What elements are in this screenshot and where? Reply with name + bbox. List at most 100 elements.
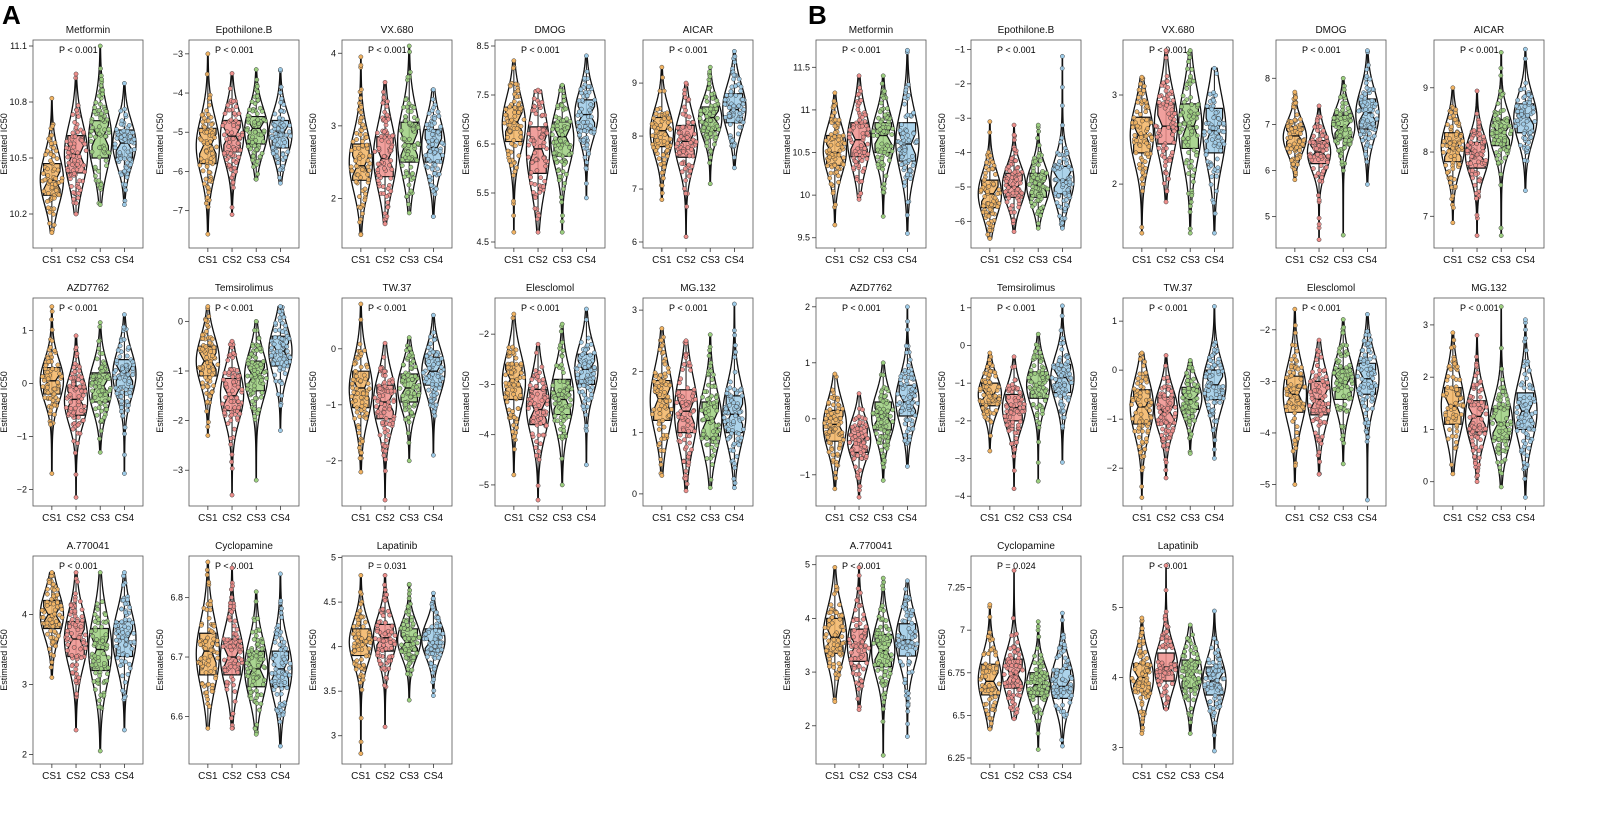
data-point: [249, 683, 255, 688]
data-point: [438, 635, 444, 640]
data-point: [235, 384, 241, 390]
data-point: [273, 320, 278, 326]
data-point: [88, 629, 94, 634]
data-point: [200, 380, 205, 386]
data-point: [48, 152, 54, 157]
data-point: [681, 427, 686, 433]
data-point: [116, 628, 121, 634]
data-point: [232, 111, 237, 116]
data-point: [258, 656, 264, 662]
data-point: [73, 345, 79, 350]
data-point: [261, 117, 267, 122]
data-point: [258, 701, 264, 707]
data-point: [585, 404, 590, 410]
x-tick-label: CS3: [246, 513, 266, 524]
data-point: [435, 357, 440, 363]
data-point: [725, 418, 731, 423]
data-point: [711, 372, 716, 378]
data-point: [100, 87, 106, 93]
data-point: [374, 628, 380, 634]
data-point: [856, 197, 862, 202]
data-point: [407, 404, 412, 410]
data-point: [903, 87, 909, 93]
data-point: [658, 462, 664, 468]
data-point: [127, 134, 133, 139]
y-tick-label: 4: [22, 610, 27, 620]
data-point: [45, 591, 50, 597]
data-point: [90, 374, 96, 379]
y-tick-label: −4: [479, 430, 489, 440]
data-point: [45, 173, 51, 178]
data-point: [986, 213, 992, 219]
data-point: [198, 656, 204, 662]
data-point: [207, 340, 213, 346]
data-point: [232, 618, 238, 624]
data-point: [254, 649, 260, 654]
x-tick-label: CS2: [528, 513, 548, 524]
data-point: [504, 399, 510, 405]
data-point: [560, 213, 565, 218]
data-point: [376, 637, 382, 643]
data-point: [832, 222, 838, 228]
data-point: [279, 606, 284, 611]
x-tick-label: CS2: [676, 255, 696, 266]
data-point: [730, 448, 736, 454]
data-point: [259, 390, 265, 396]
data-point: [382, 724, 388, 730]
data-point: [661, 88, 667, 94]
data-point: [209, 628, 214, 634]
data-point: [679, 161, 684, 166]
data-point: [237, 649, 243, 655]
data-point: [53, 176, 59, 181]
data-point: [707, 69, 713, 74]
data-point: [363, 619, 368, 625]
data-point: [258, 651, 263, 657]
data-point: [399, 642, 404, 648]
data-point: [661, 448, 667, 454]
data-point: [586, 84, 591, 90]
data-point: [686, 162, 692, 168]
data-point: [286, 336, 292, 341]
data-point: [902, 101, 907, 107]
data-point: [97, 436, 102, 442]
data-point: [45, 390, 51, 396]
y-tick-label: 3: [331, 121, 336, 131]
data-point: [686, 173, 692, 179]
data-point: [359, 450, 364, 456]
data-point: [383, 675, 389, 680]
data-point: [680, 394, 685, 400]
data-point: [514, 165, 519, 171]
data-point: [270, 361, 276, 367]
data-point: [555, 418, 560, 424]
data-point: [93, 670, 98, 676]
data-point: [381, 354, 387, 360]
data-point: [207, 393, 213, 399]
x-tick-label: CS4: [725, 255, 745, 266]
data-point: [378, 365, 383, 371]
data-point: [118, 156, 124, 162]
data-point: [278, 743, 283, 749]
data-point: [828, 170, 834, 176]
data-point: [95, 677, 101, 683]
data-point: [253, 355, 259, 361]
data-point: [907, 168, 913, 173]
data-point: [914, 139, 920, 145]
data-point: [253, 633, 259, 639]
data-point: [535, 374, 541, 379]
data-point: [404, 170, 409, 176]
data-point: [666, 412, 672, 418]
data-point: [650, 133, 655, 139]
data-point: [731, 400, 736, 406]
data-point: [98, 428, 104, 434]
data-point: [832, 130, 838, 135]
data-point: [232, 426, 237, 432]
data-point: [353, 158, 358, 164]
data-point: [358, 395, 364, 401]
data-point: [209, 122, 214, 127]
data-point: [732, 301, 737, 307]
data-point: [235, 670, 241, 675]
data-point: [204, 164, 210, 169]
data-point: [357, 219, 363, 225]
data-point: [230, 136, 236, 142]
data-point: [428, 341, 433, 347]
